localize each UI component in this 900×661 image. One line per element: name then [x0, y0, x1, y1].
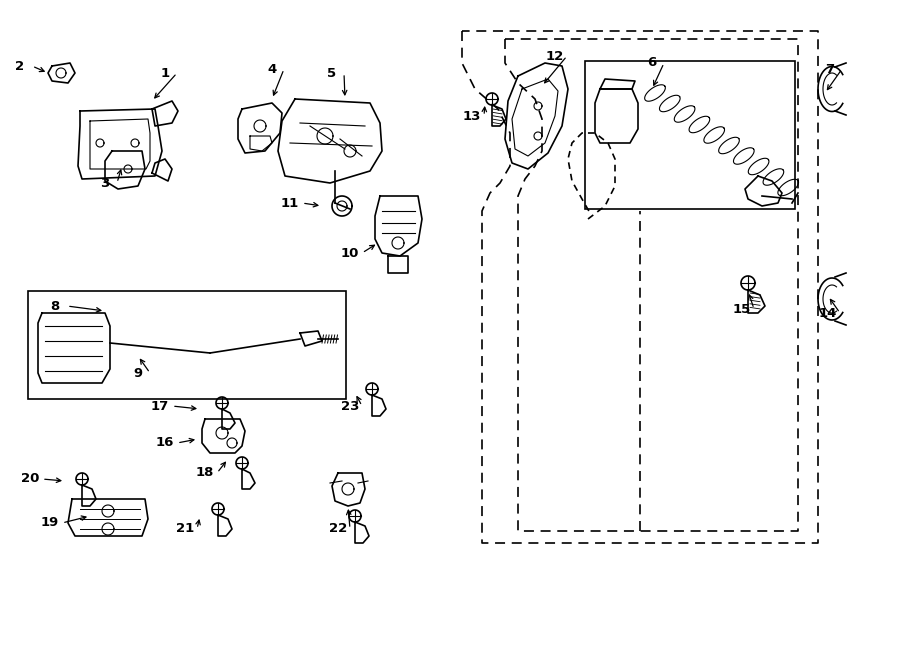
Text: 5: 5 — [328, 67, 337, 79]
Text: 2: 2 — [15, 59, 24, 73]
Text: 12: 12 — [546, 50, 564, 63]
Text: 17: 17 — [151, 399, 169, 412]
Text: 9: 9 — [133, 366, 142, 379]
Polygon shape — [595, 89, 638, 143]
Text: 15: 15 — [733, 303, 751, 315]
Bar — [585, 61, 795, 209]
Text: 1: 1 — [160, 67, 169, 79]
Text: 14: 14 — [819, 307, 837, 319]
Text: 19: 19 — [40, 516, 59, 529]
Text: 6: 6 — [647, 56, 657, 69]
Text: 22: 22 — [328, 522, 347, 535]
Polygon shape — [38, 313, 110, 383]
Text: 3: 3 — [101, 176, 110, 190]
Text: 18: 18 — [196, 467, 214, 479]
Text: 10: 10 — [341, 247, 359, 260]
Text: 20: 20 — [21, 473, 40, 485]
Text: 8: 8 — [50, 299, 59, 313]
Text: 7: 7 — [825, 63, 834, 75]
Text: 21: 21 — [176, 522, 194, 535]
Bar — [28, 291, 346, 399]
Text: 16: 16 — [156, 436, 175, 449]
Text: 11: 11 — [281, 196, 299, 210]
Text: 23: 23 — [341, 399, 359, 412]
Text: 13: 13 — [463, 110, 482, 122]
Text: 4: 4 — [267, 63, 276, 75]
